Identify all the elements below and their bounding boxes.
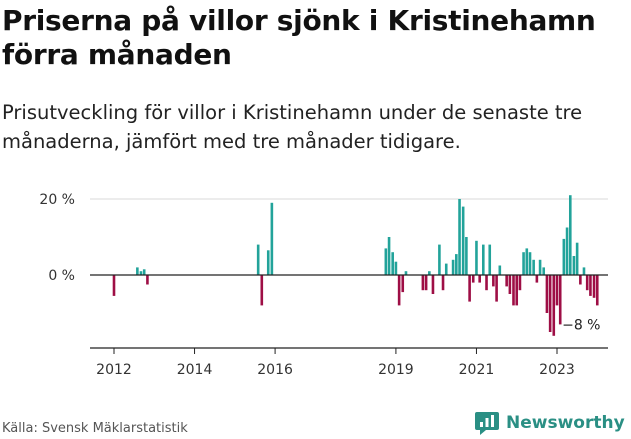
bar	[461, 206, 465, 275]
source-credit: Källa: Svensk Mäklarstatistik	[2, 421, 188, 436]
bar	[532, 259, 535, 275]
bar	[142, 269, 146, 275]
x-tick-label: 2016	[257, 362, 293, 378]
bar	[482, 244, 485, 275]
bar	[428, 271, 431, 275]
bar	[592, 275, 596, 298]
bar	[498, 265, 502, 275]
bar	[451, 259, 455, 275]
x-tick-label: 2012	[96, 362, 132, 378]
bar	[595, 275, 599, 306]
y-tick-label: 20 %	[39, 192, 75, 208]
bar	[471, 275, 475, 283]
bar	[518, 275, 522, 291]
bar	[558, 275, 562, 325]
bar	[146, 275, 149, 285]
bar	[468, 275, 471, 302]
bar	[266, 250, 270, 275]
bar	[424, 275, 428, 291]
bar	[475, 240, 478, 275]
bar	[136, 267, 139, 275]
bar	[139, 271, 143, 275]
bar	[444, 263, 448, 275]
y-tick-label: 0 %	[48, 268, 75, 284]
x-axis-ticks: 2012 2014 2016 2019 2021 2023	[96, 348, 575, 378]
bar	[387, 237, 391, 275]
bar	[565, 227, 569, 275]
bar	[579, 275, 582, 285]
bar	[438, 244, 441, 275]
x-tick-label: 2014	[177, 362, 213, 378]
bar	[488, 244, 492, 275]
bar	[391, 252, 394, 275]
bar	[431, 275, 435, 294]
bar	[384, 248, 388, 275]
bar	[522, 252, 525, 275]
bar	[478, 275, 481, 283]
bar	[552, 275, 556, 336]
bar	[542, 267, 546, 275]
bars	[112, 195, 599, 336]
bar	[562, 238, 566, 275]
x-tick-label: 2019	[378, 362, 414, 378]
bar	[495, 275, 498, 302]
bar	[585, 275, 589, 291]
bar	[568, 195, 572, 275]
bar	[455, 254, 458, 275]
bar	[582, 267, 586, 275]
bar	[508, 275, 512, 294]
y-axis-ticks: 0 % 20 %	[39, 192, 75, 284]
bar	[545, 275, 549, 313]
bar	[260, 275, 264, 306]
bar	[270, 202, 274, 275]
bar	[112, 275, 116, 296]
bar	[535, 275, 539, 283]
bar	[256, 244, 260, 275]
bar	[548, 275, 552, 332]
last-value-annotation: −8 %	[562, 317, 600, 333]
bar	[512, 275, 515, 306]
bar	[575, 242, 579, 275]
bar	[485, 275, 488, 291]
chart-title: Priserna på villor sjönk i Kristinehamn …	[2, 4, 596, 71]
newsworthy-logo: Newsworthy	[474, 409, 625, 437]
bar	[465, 237, 468, 275]
bar	[572, 256, 576, 275]
newsworthy-chart-icon	[475, 412, 499, 435]
bar	[589, 275, 592, 296]
bar	[538, 259, 542, 275]
x-tick-label: 2021	[459, 362, 495, 378]
bar	[515, 275, 519, 306]
bar	[555, 275, 559, 306]
bar	[421, 275, 425, 291]
chart-subtitle: Prisutveckling för villor i Kristinehamn…	[2, 101, 583, 153]
bar	[458, 199, 461, 275]
bar	[525, 248, 529, 275]
bar	[404, 271, 408, 275]
x-tick-label: 2023	[539, 362, 575, 378]
bar	[397, 275, 401, 306]
bar	[505, 275, 508, 287]
bar	[492, 275, 495, 287]
bar	[441, 275, 445, 291]
bar	[528, 252, 532, 275]
bar	[401, 275, 405, 293]
bar	[394, 261, 398, 275]
logo-text: Newsworthy	[506, 413, 625, 433]
